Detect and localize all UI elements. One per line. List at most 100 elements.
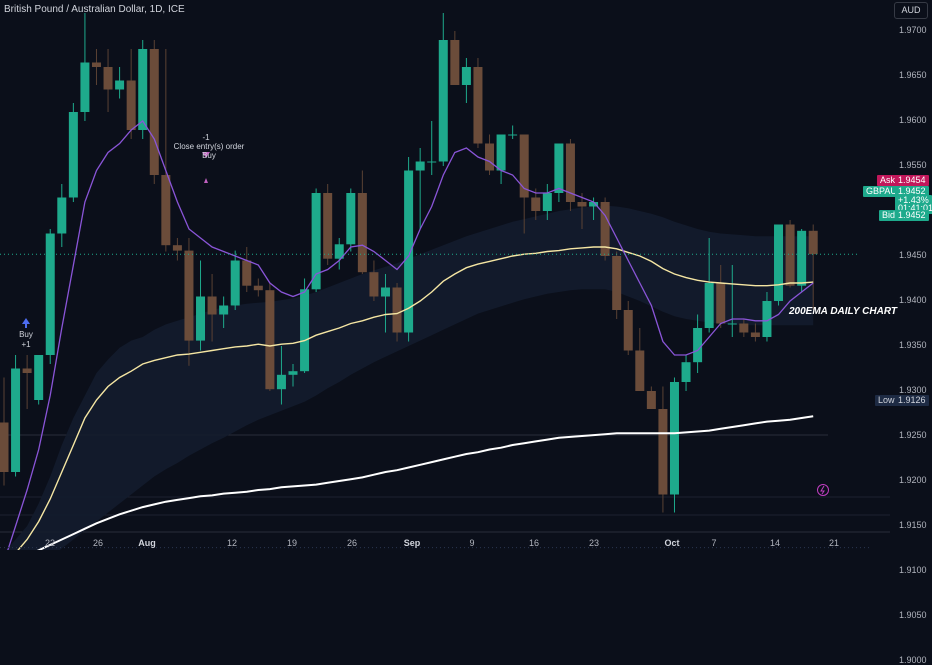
candle [739,319,749,337]
candle [172,238,182,261]
candle [542,184,552,220]
candle [589,197,599,220]
candle-body [473,67,483,144]
candle-body [739,323,749,333]
candle [196,260,206,351]
ema-fast-line [7,120,814,550]
candle-body [438,40,448,162]
candle [750,323,760,342]
candle-body [22,368,32,373]
candle-body [392,287,402,333]
candle [103,49,113,112]
candle [161,49,171,252]
ask-value-tag: 1.9454 [895,175,929,186]
candle [716,265,726,328]
candle [646,386,656,409]
candle [380,274,390,333]
candle-body [542,193,552,211]
chart-title: British Pound / Australian Dollar, 1D, I… [4,4,185,15]
candle [115,67,125,99]
candle [288,364,298,387]
candle [681,355,691,391]
candle-body [138,49,148,130]
candle-body [415,161,425,171]
candle [149,40,159,184]
price-tick-label: 1.9650 [899,70,927,80]
candle [126,49,136,139]
candle [346,188,356,252]
ask-label-tag: Ask [877,175,899,186]
candle [207,274,217,342]
candle-body [161,175,171,246]
candle [369,260,379,301]
candle-body [91,62,101,67]
candle-body [450,40,460,85]
price-tick-label: 1.9600 [899,115,927,125]
candle-body [253,285,263,291]
candle-body [704,283,714,328]
candle-body [357,193,367,273]
close-order-arrow [204,178,208,183]
price-tick-label: 1.9550 [899,160,927,170]
candle-body [311,193,321,290]
candle-body [276,374,286,390]
ema-200-line [36,415,814,550]
event-icon [817,484,829,496]
candle [276,346,286,405]
candle [797,229,807,292]
buy-arrow [22,318,30,328]
candle [230,250,240,310]
candle [253,278,263,297]
candle [808,224,818,310]
candle-body [612,256,622,310]
candle [219,296,229,328]
candle-body [207,296,217,315]
candle [357,170,367,274]
price-tick-label: 1.9400 [899,295,927,305]
candle [404,157,414,342]
candle [531,188,541,220]
candle-body [196,296,206,341]
candle-body [323,193,333,259]
candle-body [716,283,726,324]
price-tick-label: 1.9700 [899,25,927,35]
candle [300,278,310,373]
time-tick-label: 16 [528,538,540,548]
event-bolt [820,485,825,495]
candle [450,31,460,85]
close-order-label: Close entry(s) order Buy [173,142,245,160]
candle [693,314,703,373]
time-tick-label: 26 [92,538,104,548]
candle [554,143,564,202]
candle-body [554,143,564,193]
buy-plus: +1 [21,340,31,349]
buy-label: Buy [19,330,33,339]
candle-body [242,260,252,286]
candle [334,238,344,270]
candle-body [577,202,587,207]
currency-button[interactable]: AUD [894,2,928,19]
time-tick-label: 12 [226,538,238,548]
price-tick-label: 1.9300 [899,385,927,395]
candle [461,58,471,103]
candle-body [762,301,772,337]
candle-body [369,272,379,297]
bid-label-tag: Bid [879,210,899,221]
price-chart[interactable] [0,0,932,550]
symbol-tag: GBPAUD [863,186,907,197]
candle-body [230,260,240,306]
candle [392,283,402,342]
candle-body [0,422,9,472]
candle [658,386,668,513]
candle [438,13,448,166]
bid-value-tag: 1.9452 [895,210,929,221]
change-tag: +1.43% [895,195,932,206]
candle [91,49,101,85]
candle [496,134,506,184]
candle [485,134,495,175]
candle-body [808,230,818,255]
candle-body [380,287,390,297]
candle [577,193,587,229]
price-tick-label: 1.9000 [899,655,927,665]
candle [635,328,645,391]
